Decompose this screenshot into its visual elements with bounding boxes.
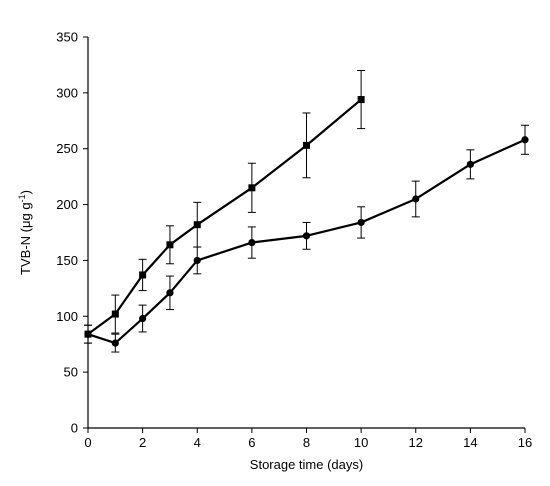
y-tick-label: 0: [71, 421, 78, 436]
data-point-square: [303, 141, 310, 149]
x-tick-label: 6: [248, 435, 255, 450]
data-point-circle: [466, 160, 474, 168]
data-point-square: [139, 271, 147, 279]
x-tick-label: 0: [84, 435, 91, 450]
data-point-circle: [521, 136, 529, 144]
data-point-circle: [302, 232, 311, 240]
y-tick-label: 50: [64, 365, 78, 380]
y-tick-label: 150: [56, 253, 78, 268]
x-tick-label: 14: [463, 435, 477, 450]
y-tick-label: 250: [56, 141, 78, 156]
data-point-circle: [193, 256, 201, 265]
x-axis-title: Storage time (days): [250, 457, 363, 472]
data-point-circle: [111, 339, 119, 347]
series-1: [84, 70, 366, 344]
y-tick-label: 350: [56, 30, 78, 45]
data-point-circle: [139, 314, 147, 323]
y-axis-title-superscript: -1: [17, 194, 27, 202]
data-point-square: [248, 184, 256, 192]
x-tick-label: 10: [354, 435, 368, 450]
y-tick-label: 100: [56, 309, 78, 324]
series-2: [84, 124, 529, 353]
x-tick-label: 8: [303, 435, 310, 450]
data-point-square: [111, 310, 119, 318]
y-axis-title-base: TVB-N (μg g: [18, 202, 33, 275]
x-tick-label: 2: [139, 435, 146, 450]
data-point-circle: [357, 218, 365, 227]
data-point-square: [357, 96, 365, 104]
y-axis-title-close: ): [18, 190, 33, 194]
series-line: [87, 98, 362, 336]
data-point-circle: [412, 195, 420, 203]
axes: 0 50 100 150 200 250 300 350 0 2 4 6 8 10 12 14 16: [56, 30, 532, 451]
data-point-square: [193, 221, 201, 229]
y-axis-title: TVB-N (μg g-1): [17, 190, 33, 275]
y-tick-label: 200: [56, 197, 78, 212]
data-point-square: [166, 241, 174, 249]
x-tick-label: 4: [194, 435, 201, 450]
x-tick-label: 16: [518, 435, 532, 450]
data-point-circle: [248, 238, 256, 247]
series-layer: [84, 70, 529, 353]
data-point-circle: [84, 330, 92, 338]
y-tick-label: 300: [56, 85, 78, 100]
data-point-circle: [166, 289, 174, 297]
x-tick-label: 12: [409, 435, 423, 450]
